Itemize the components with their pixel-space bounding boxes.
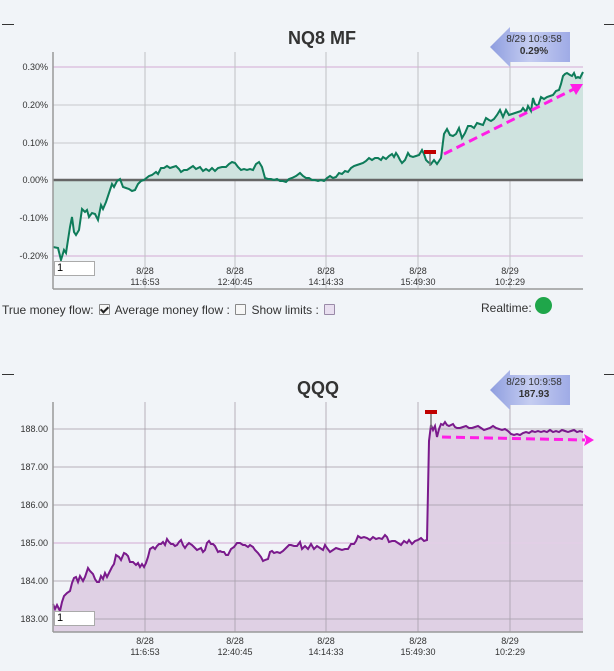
chart2-xtick: 8/28 11:6:53 xyxy=(130,636,160,657)
chart1-ytick: 0.10% xyxy=(22,138,48,148)
chart2-ytick: 183.00 xyxy=(20,614,48,624)
chart2-ytick: 186.00 xyxy=(20,500,48,510)
chart1-ytick: 0.20% xyxy=(22,100,48,110)
chart1-xtick: 8/28 12:40:45 xyxy=(217,266,253,287)
chart1-plot-area[interactable] xyxy=(0,0,614,300)
chart1-trend-arrow xyxy=(443,84,583,156)
chart1-xtick: 8/28 15:49:30 xyxy=(400,266,436,287)
chart2-event-marker[interactable] xyxy=(425,410,437,428)
chart1-xtick: 8/28 11:6:53 xyxy=(130,266,160,287)
chart2-period-input[interactable] xyxy=(54,611,95,626)
chart1-tooltip-date: 8/29 10:9:58 xyxy=(506,34,562,45)
chart1-ytick: 0.30% xyxy=(22,62,48,72)
chart2-left-dash xyxy=(2,374,14,375)
chart1-event-marker[interactable] xyxy=(424,150,436,166)
chart2-right-dash xyxy=(604,374,614,375)
arrow-left-icon xyxy=(490,27,570,67)
chart2-tooltip: 8/29 10:9:58 187.93 xyxy=(490,370,570,410)
chart1-ytick: -0.10% xyxy=(19,213,48,223)
chart2-ytick: 188.00 xyxy=(20,424,48,434)
chart2-ytick: 187.00 xyxy=(20,462,48,472)
true-money-flow-checkbox[interactable] xyxy=(98,304,110,315)
true-money-flow-label: True money flow: xyxy=(2,303,94,317)
arrow-left-icon xyxy=(490,370,570,410)
chart1-left-dash xyxy=(2,24,14,25)
chart1-tooltip-value: 0.29% xyxy=(519,46,549,57)
chart2-trend-arrow xyxy=(441,434,594,446)
chart1-xtick: 8/28 14:14:33 xyxy=(308,266,344,287)
chart1-period-input[interactable] xyxy=(54,261,95,276)
chart1-tooltip: 8/29 10:9:58 0.29% xyxy=(490,27,570,67)
show-limits-label: Show limits : xyxy=(251,303,319,317)
chart1-ytick: 0.00% xyxy=(22,175,48,185)
chart1-ytick: -0.20% xyxy=(19,251,48,261)
realtime-status-indicator[interactable] xyxy=(535,297,552,314)
realtime-label: Realtime: xyxy=(481,301,532,315)
chart2-ytick: 185.00 xyxy=(20,538,48,548)
chart-options-bar: True money flow: Average money flow : Sh… xyxy=(2,303,337,317)
chart2-tooltip-value: 187.93 xyxy=(518,389,550,400)
average-money-flow-checkbox[interactable] xyxy=(235,304,247,315)
show-limits-checkbox[interactable] xyxy=(324,304,336,315)
chart2-xtick: 8/28 14:14:33 xyxy=(308,636,344,657)
chart2-tooltip-date: 8/29 10:9:58 xyxy=(506,377,562,388)
chart2-xtick: 8/28 15:49:30 xyxy=(400,636,436,657)
chart1-title: NQ8 MF xyxy=(287,28,356,48)
chart2-ytick: 184.00 xyxy=(20,576,48,586)
chart2-xtick: 8/29 10:2:29 xyxy=(494,636,526,657)
chart1-xtick: 8/29 10:2:29 xyxy=(494,266,526,287)
chart2-title: QQQ xyxy=(296,378,339,398)
average-money-flow-label: Average money flow : xyxy=(114,303,230,317)
chart1-right-dash xyxy=(604,24,614,25)
chart2-xtick: 8/28 12:40:45 xyxy=(217,636,253,657)
